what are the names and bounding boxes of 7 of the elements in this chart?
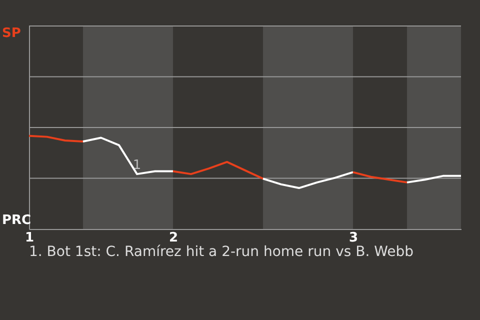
annotation: PRC xyxy=(2,213,32,228)
x-tick-label: 3 xyxy=(348,230,358,246)
x-tick-label: 1 xyxy=(24,230,34,246)
x-tick-label: 2 xyxy=(168,230,178,246)
text: SP xyxy=(2,26,21,41)
annotation: 1 xyxy=(132,158,142,174)
text: 1. Bot 1st: C. Ramírez hit a 2-run home run vs B. Webb xyxy=(29,244,414,260)
